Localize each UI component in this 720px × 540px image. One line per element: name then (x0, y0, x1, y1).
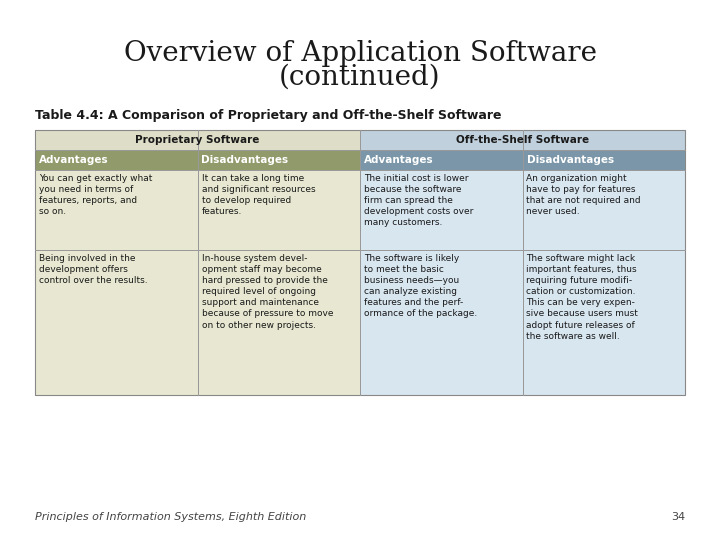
Text: The software is likely
to meet the basic
business needs—you
can analyze existing: The software is likely to meet the basic… (364, 254, 477, 319)
Text: It can take a long time
and significant resources
to develop required
features.: It can take a long time and significant … (202, 174, 315, 217)
Bar (360, 150, 523, 170)
Text: An organization might
have to pay for features
that are not required and
never u: An organization might have to pay for fe… (526, 174, 641, 217)
Text: Disadvantages: Disadvantages (202, 155, 289, 165)
Text: (continued): (continued) (279, 64, 441, 91)
Bar (35, 250, 197, 395)
Text: You can get exactly what
you need in terms of
features, reports, and
so on.: You can get exactly what you need in ter… (39, 174, 153, 217)
Bar (523, 170, 685, 250)
Text: The software might lack
important features, thus
requiring future modifi-
cation: The software might lack important featur… (526, 254, 639, 341)
Bar (35, 130, 360, 150)
Bar (197, 170, 360, 250)
Bar (523, 250, 685, 395)
Text: Advantages: Advantages (39, 155, 109, 165)
Bar (360, 250, 523, 395)
Bar (35, 150, 197, 170)
Bar (360, 170, 523, 250)
Bar (523, 150, 685, 170)
Bar (197, 150, 360, 170)
Text: In-house system devel-
opment staff may become
hard pressed to provide the
requi: In-house system devel- opment staff may … (202, 254, 333, 329)
Text: Disadvantages: Disadvantages (526, 155, 613, 165)
Text: Being involved in the
development offers
control over the results.: Being involved in the development offers… (39, 254, 148, 285)
Text: Proprietary Software: Proprietary Software (135, 135, 260, 145)
Text: The initial cost is lower
because the software
firm can spread the
development c: The initial cost is lower because the so… (364, 174, 473, 227)
Text: Overview of Application Software: Overview of Application Software (124, 40, 596, 67)
Text: Table 4.4: A Comparison of Proprietary and Off-the-Shelf Software: Table 4.4: A Comparison of Proprietary a… (35, 109, 502, 122)
Text: Advantages: Advantages (364, 155, 433, 165)
Text: 34: 34 (671, 512, 685, 522)
Bar (360, 130, 685, 150)
Bar (35, 130, 685, 395)
Text: Off-the-Shelf Software: Off-the-Shelf Software (456, 135, 589, 145)
Text: Principles of Information Systems, Eighth Edition: Principles of Information Systems, Eight… (35, 512, 306, 522)
Bar (197, 250, 360, 395)
Bar (35, 170, 197, 250)
